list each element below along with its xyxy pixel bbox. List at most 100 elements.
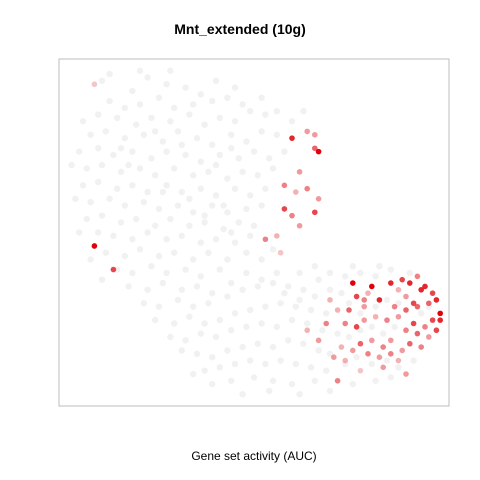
point-low [372,273,379,280]
point-low [102,128,110,135]
point-low [338,289,345,297]
point-low [117,145,125,152]
point-high [91,81,98,88]
point-high [395,313,402,320]
point-low [152,172,159,179]
point-low [136,67,144,74]
point-low [228,377,235,384]
point-low [182,266,189,273]
point-low [326,269,334,277]
point-high [277,249,284,256]
point-low [345,333,353,341]
point-low [224,293,231,300]
point-low [258,320,265,327]
point-low [288,316,296,324]
point-low [243,205,250,213]
point-low [250,374,258,381]
point-low [235,219,242,226]
points-low-activity [68,67,432,398]
point-low [342,273,349,280]
point-high [365,351,371,357]
point-high [384,317,390,323]
point-low [197,185,204,192]
point-low [171,249,178,256]
point-high [350,347,356,354]
point-high [315,337,322,344]
point-high [304,327,311,334]
point-low [262,185,269,192]
point-high [289,212,295,219]
point-low [349,263,356,270]
point-low [300,286,307,293]
point-low [163,148,170,155]
point-low [209,97,216,105]
point-low [95,229,102,236]
point-low [368,323,375,331]
point-low [243,138,250,145]
point-low [231,310,239,317]
point-low [129,269,136,277]
point-low [239,101,246,108]
point-high [403,293,409,300]
point-low [87,256,94,263]
point-high [296,169,303,175]
point-low [231,360,239,368]
point-low [87,198,94,206]
point-low [98,212,106,219]
point-low [288,118,296,125]
point-low [273,323,280,331]
point-high [380,364,387,371]
point-low [102,249,110,256]
point-low [76,148,83,155]
point-low [387,374,394,381]
point-low [106,195,113,202]
point-low [106,97,113,105]
point-high [346,307,352,313]
point-low [345,300,353,307]
point-low [228,279,235,287]
point-low [178,232,185,240]
point-low [209,380,216,388]
point-high [437,310,444,317]
point-low [273,131,280,138]
point-low [159,188,166,196]
point-low [269,165,277,172]
point-low [231,84,239,91]
point-low [285,337,292,344]
point-high [357,340,364,347]
point-low [163,182,170,189]
point-low [155,252,163,260]
point-low [148,263,155,270]
point-low [311,293,318,300]
point-low [216,266,223,273]
point-high [410,320,417,327]
point-high [293,189,299,195]
point-low [163,236,170,243]
point-low [167,67,174,74]
point-low [315,276,322,283]
point-low [87,131,94,138]
point-low [239,343,246,351]
point-low [300,107,307,115]
point-low [285,283,292,290]
point-low [281,289,288,297]
point-high [262,236,269,243]
point-low [163,81,170,88]
point-low [205,249,212,256]
point-high [422,283,428,290]
point-low [247,232,254,240]
point-low [212,236,220,243]
point-low [266,155,273,162]
point-low [121,252,128,260]
point-low [140,198,147,206]
point-high [323,320,330,327]
point-high [376,297,383,303]
point-low [410,357,417,364]
point-low [190,101,197,108]
point-low [155,205,163,213]
point-low [216,114,223,122]
point-low [383,296,391,304]
point-low [383,357,391,364]
point-low [95,111,102,118]
point-low [190,209,197,216]
